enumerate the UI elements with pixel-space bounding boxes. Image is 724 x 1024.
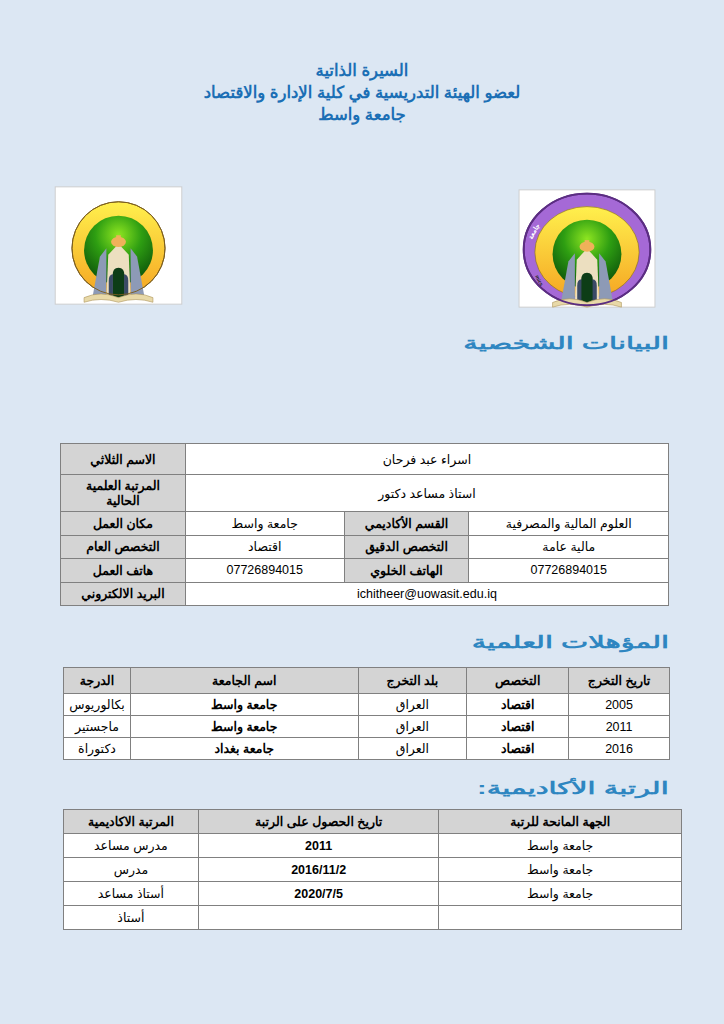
svg-text:WASIT UNIVERSITY: WASIT UNIVERSITY [52,185,57,186]
